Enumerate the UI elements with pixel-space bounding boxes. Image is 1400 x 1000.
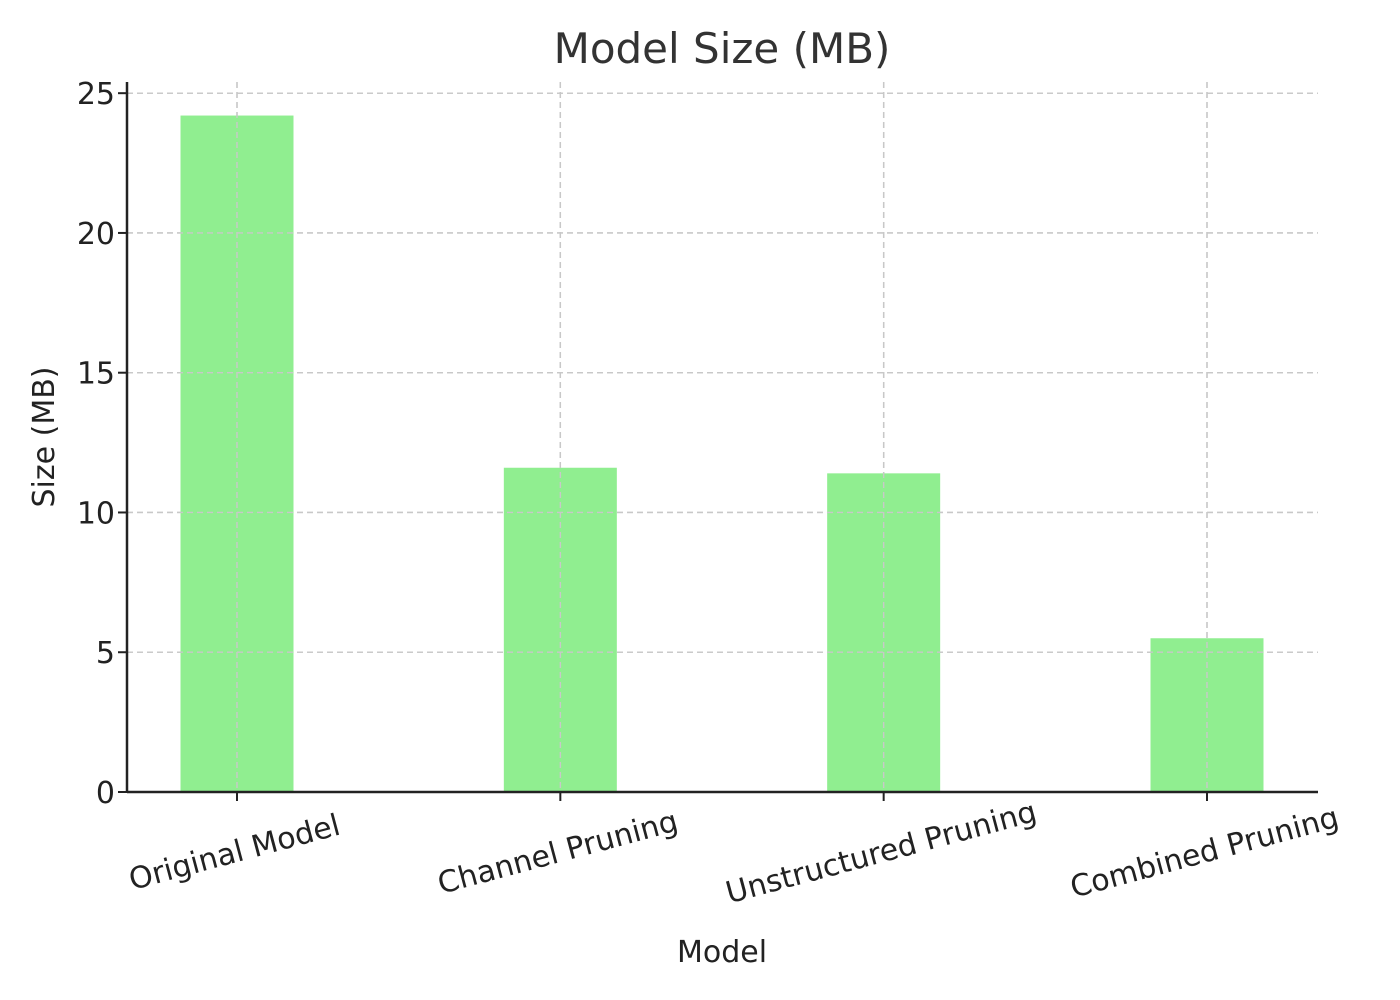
y-tick-label: 0 <box>96 776 115 811</box>
y-tick-label: 10 <box>77 496 115 531</box>
x-tick-label: Combined Pruning <box>1067 800 1343 905</box>
bars-layer <box>127 82 1318 792</box>
y-axis-label: Size (MB) <box>27 367 62 508</box>
y-tick-label: 5 <box>96 636 115 671</box>
x-tick-label: Channel Pruning <box>434 804 682 902</box>
y-tick-label: 15 <box>77 357 115 392</box>
y-tick-label: 25 <box>77 77 115 112</box>
axes-layer <box>125 82 1318 794</box>
chart-title: Model Size (MB) <box>554 24 891 73</box>
grid-layer <box>127 82 1318 792</box>
y-tick-label: 20 <box>77 217 115 252</box>
x-axis-label: Model <box>677 935 767 970</box>
x-tick-label: Original Model <box>125 808 344 898</box>
x-tick-label: Unstructured Pruning <box>722 795 1040 912</box>
